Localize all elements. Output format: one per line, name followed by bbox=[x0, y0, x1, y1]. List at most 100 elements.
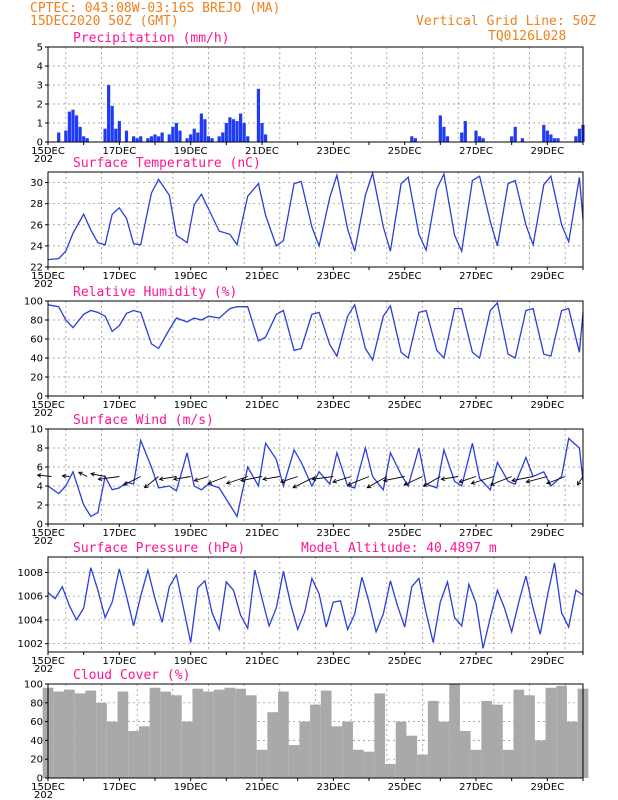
precip-bar bbox=[460, 132, 464, 142]
precip-bar bbox=[160, 132, 164, 142]
cloud-bar bbox=[331, 726, 343, 778]
precip-bar bbox=[442, 126, 446, 142]
wind-ytick-label: 0 bbox=[37, 520, 43, 531]
precip-bar bbox=[149, 136, 154, 142]
humidity-ytick-label: 60 bbox=[30, 335, 43, 346]
wind-arrow bbox=[311, 476, 334, 482]
cloud-bar bbox=[427, 700, 439, 778]
cloud-bar bbox=[224, 687, 236, 778]
humidity-xtick-label: 15DEC bbox=[31, 400, 65, 411]
cloud-bar bbox=[203, 691, 214, 778]
precip-bar bbox=[196, 132, 200, 142]
wind-arrow bbox=[172, 476, 191, 482]
pressure-xtick-label: 21DEC bbox=[245, 656, 279, 667]
wind-arrow bbox=[207, 476, 227, 485]
wind-title: Surface Wind (m/s) bbox=[73, 413, 214, 428]
wind-arrow bbox=[546, 476, 566, 485]
precipitation-xtick-label: 23DEC bbox=[316, 146, 350, 157]
precip-bar bbox=[85, 138, 89, 142]
wind-arrow bbox=[279, 476, 298, 484]
temperature-panel: 22 24 26 28 30 15DEC 17DEC 19DEC 21DEC 23DEC 25DEC… bbox=[30, 156, 584, 290]
precip-bar bbox=[238, 113, 243, 142]
pressure-xtick-label: 23DEC bbox=[316, 656, 350, 667]
precip-bar bbox=[217, 136, 221, 142]
precipitation-xtick-label: 17DEC bbox=[102, 146, 136, 157]
wind-xtick-label: 23DEC bbox=[316, 528, 350, 539]
cloud-bar bbox=[342, 721, 353, 778]
precip-bar bbox=[57, 132, 61, 142]
cloud-cover-ytick-label: 40 bbox=[30, 736, 43, 747]
precip-bar bbox=[189, 134, 193, 142]
precip-bar bbox=[146, 138, 150, 142]
cloud-bar bbox=[149, 687, 161, 778]
precipitation-year-label: 202 bbox=[34, 154, 53, 165]
precip-bar bbox=[242, 123, 246, 142]
pressure-ytick-label: 1008 bbox=[18, 568, 43, 579]
wind-arrow bbox=[36, 473, 52, 478]
cloud-bar bbox=[502, 749, 514, 778]
cloud-bar bbox=[106, 721, 118, 778]
pressure-xtick-label: 27DEC bbox=[459, 656, 493, 667]
precip-bar bbox=[131, 136, 136, 142]
wind-arrow bbox=[489, 476, 512, 486]
wind-panel: 0 2 4 6 8 10 15DEC 17DEC 19DEC 21DEC 23DEC 25DEC 27D… bbox=[30, 413, 584, 547]
humidity-line bbox=[47, 301, 584, 362]
precip-bar bbox=[174, 123, 179, 142]
temperature-year-label: 202 bbox=[34, 279, 53, 290]
temperature-ytick-label: 30 bbox=[30, 178, 43, 189]
temperature-ytick-label: 24 bbox=[30, 241, 43, 252]
cloud-bar bbox=[556, 685, 567, 778]
humidity-year-label: 202 bbox=[34, 408, 53, 419]
cloud-cover-panel: 0 20 40 60 80 100 15DEC 17DEC 19DEC 21DEC 23DEC 25D… bbox=[24, 668, 589, 800]
wind-arrow bbox=[90, 472, 106, 477]
cloud-cover-xtick-label: 21DEC bbox=[245, 782, 279, 793]
humidity-xtick-label: 19DEC bbox=[174, 400, 208, 411]
precipitation-xtick-label: 27DEC bbox=[459, 146, 493, 157]
pressure-frame bbox=[47, 556, 584, 653]
cloud-bar bbox=[524, 695, 535, 778]
temperature-xtick-label: 17DEC bbox=[102, 271, 136, 282]
humidity-xtick-label: 21DEC bbox=[245, 400, 279, 411]
precip-bar bbox=[577, 128, 582, 142]
panels: 0 1 2 3 4 5 15DEC 17DEC 19DEC 21DEC 23DEC 25DEC 27DE… bbox=[18, 31, 589, 800]
cloud-bar bbox=[406, 735, 418, 778]
precip-bar bbox=[117, 121, 121, 142]
wind-xtick-label: 25DEC bbox=[388, 528, 422, 539]
wind-year-label: 202 bbox=[34, 536, 53, 547]
precip-bar bbox=[110, 105, 114, 142]
cloud-cover-xtick-label: 25DEC bbox=[388, 782, 422, 793]
precip-bar bbox=[82, 136, 86, 142]
temperature-title: Surface Temperature (nC) bbox=[73, 156, 261, 171]
temperature-xtick-label: 15DEC bbox=[31, 271, 65, 282]
precip-bar bbox=[221, 132, 225, 142]
cloud-bar bbox=[192, 688, 204, 778]
precipitation-ytick-label: 3 bbox=[37, 81, 43, 92]
temperature-ytick-label: 26 bbox=[30, 220, 43, 231]
wind-xtick-label: 21DEC bbox=[245, 528, 279, 539]
precip-bar bbox=[74, 115, 79, 142]
pressure-ytick-label: 1006 bbox=[18, 592, 43, 603]
wind-arrow bbox=[240, 476, 263, 483]
wind-arrow bbox=[292, 476, 316, 489]
precip-bar bbox=[167, 134, 171, 142]
header-model: TQ0126L028 bbox=[488, 29, 566, 44]
precip-bar bbox=[231, 119, 236, 142]
cloud-bar bbox=[138, 726, 150, 778]
precip-bar bbox=[153, 134, 157, 142]
cloud-bar bbox=[395, 721, 407, 778]
precip-bar bbox=[124, 130, 129, 142]
precip-bar bbox=[192, 128, 196, 142]
cloud-bar bbox=[117, 691, 129, 778]
wind-ytick-label: 10 bbox=[30, 425, 43, 436]
precip-bar bbox=[474, 130, 478, 142]
precipitation-ytick-label: 5 bbox=[37, 43, 43, 54]
temperature-ytick-label: 22 bbox=[30, 263, 43, 274]
precipitation-title: Precipitation (mm/h) bbox=[73, 31, 230, 46]
header-grid-line: Vertical Grid Line: 50Z bbox=[416, 14, 596, 29]
precip-bar bbox=[71, 109, 75, 142]
cloud-cover-ytick-label: 20 bbox=[30, 755, 43, 766]
precip-bar bbox=[263, 134, 268, 142]
cloud-bar bbox=[352, 749, 364, 778]
cloud-bar bbox=[320, 690, 332, 778]
pressure-xtick-label: 15DEC bbox=[31, 656, 65, 667]
